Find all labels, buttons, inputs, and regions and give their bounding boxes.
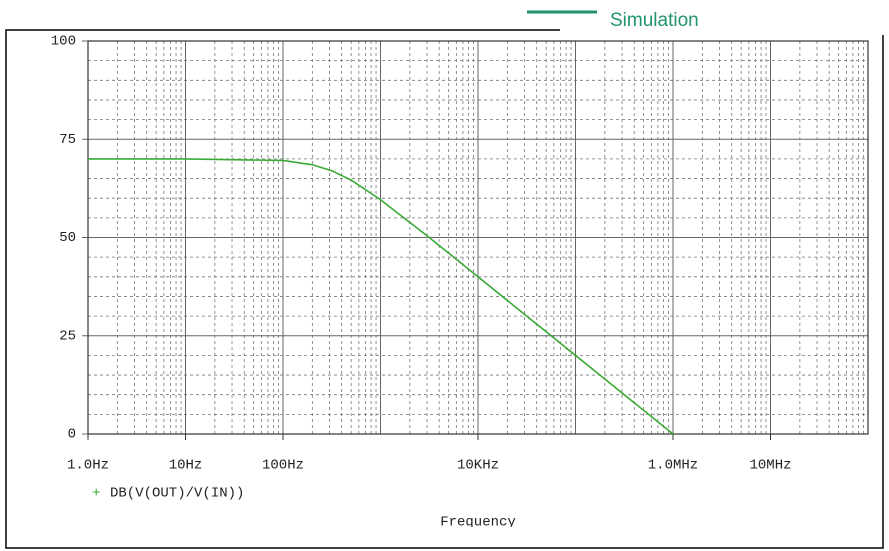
frame — [5, 29, 884, 549]
x-tick-label: 1.0MHz — [648, 458, 698, 474]
x-tick-label: 10KHz — [457, 458, 499, 474]
series-line — [88, 158, 674, 435]
y-tick-label: 25 — [59, 328, 76, 344]
x-tick-label: 1.0Hz — [67, 458, 109, 474]
legend-label: Simulation — [610, 10, 699, 31]
legend-marker: + — [92, 486, 100, 502]
x-tick-label: 100Hz — [262, 458, 304, 474]
y-tick-label: 50 — [59, 230, 76, 246]
y-tick-label: 100 — [51, 34, 76, 50]
legend-backdrop — [560, 0, 889, 35]
x-tick-label: 10MHz — [749, 458, 791, 474]
plot-border — [87, 40, 869, 435]
series-label: DB(V(OUT)/V(IN)) — [110, 486, 244, 502]
y-tick-label: 0 — [68, 427, 76, 443]
x-tick-label: 10Hz — [169, 458, 203, 474]
y-tick-label: 75 — [59, 132, 76, 148]
x-axis-label: Frequency — [440, 515, 516, 531]
